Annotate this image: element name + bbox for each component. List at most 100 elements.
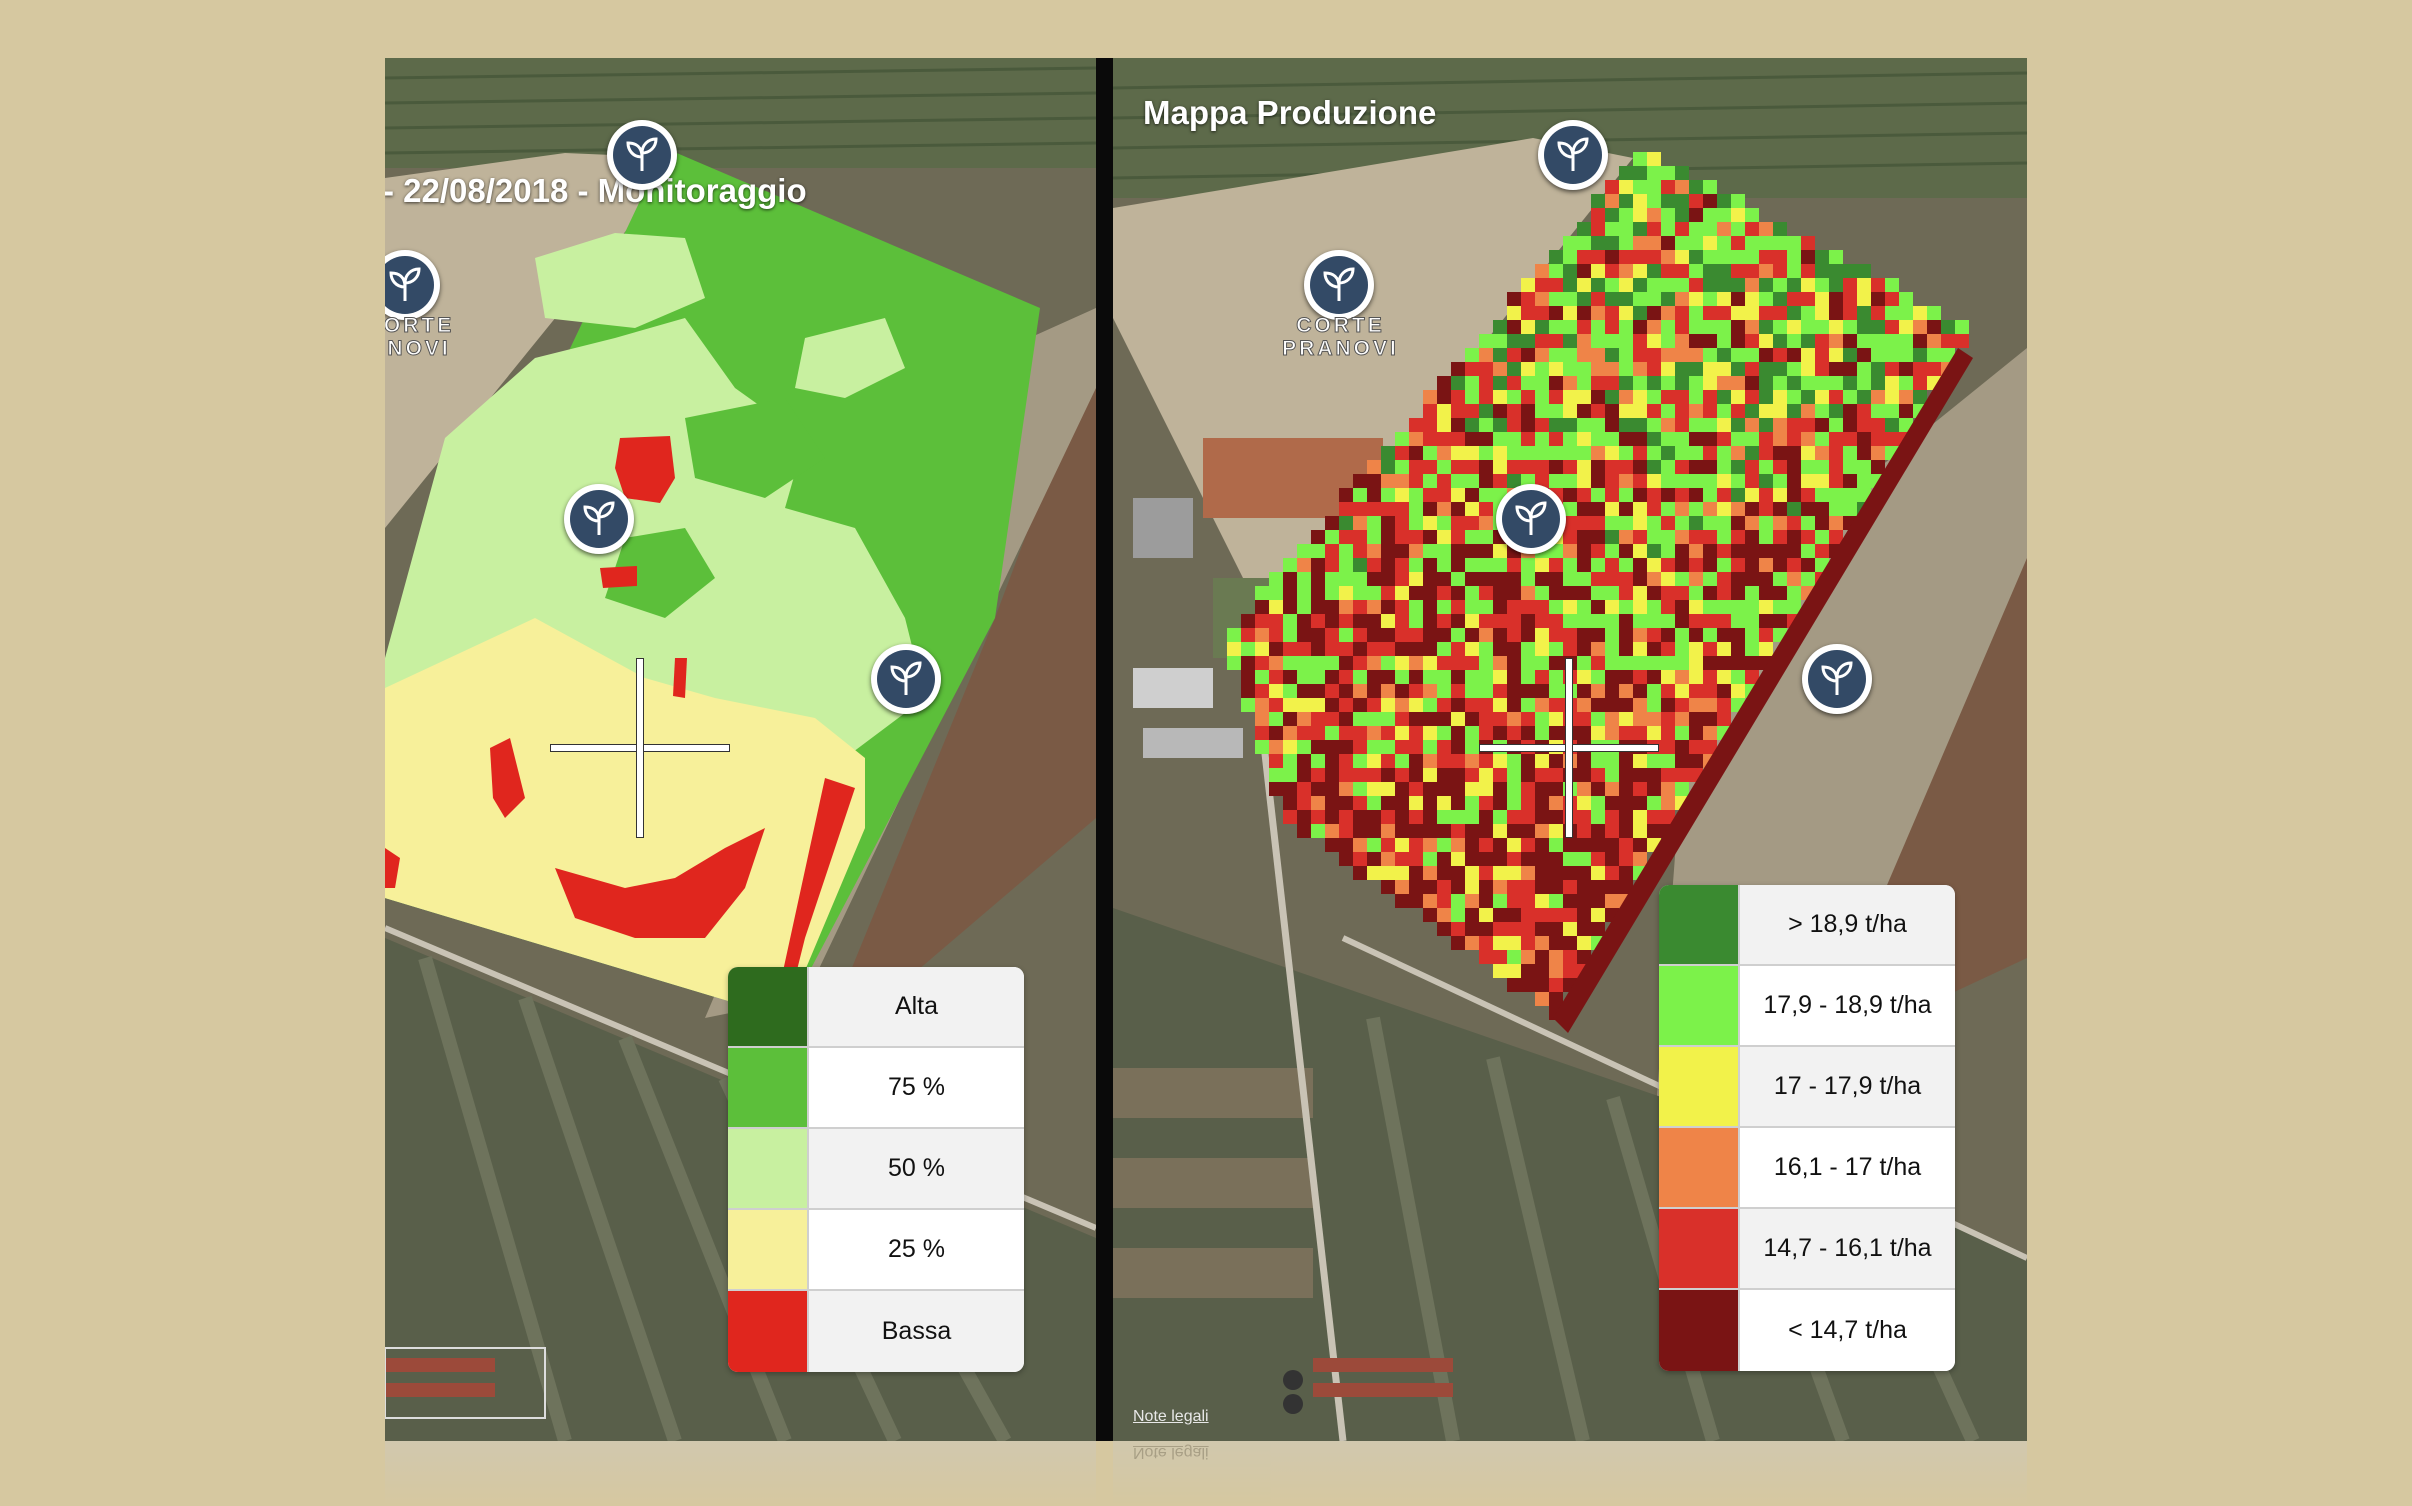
plant-sprout-icon[interactable] [1802,644,1872,714]
yield-cell [1605,684,1619,698]
yield-cell [1311,754,1325,768]
yield-cell [1423,404,1437,418]
plant-sprout-icon[interactable] [1496,484,1566,554]
yield-cell [1605,614,1619,628]
yield-cell [1675,516,1689,530]
yield-cell [1759,264,1773,278]
yield-cell [1773,306,1787,320]
yield-cell [1801,362,1815,376]
yield-cell [1451,418,1465,432]
yield-cell [1563,544,1577,558]
legal-notes-link[interactable]: Note legali [1133,1408,1209,1425]
yield-cell [1381,684,1395,698]
yield-cell [1437,474,1451,488]
yield-cell [1339,754,1353,768]
yield-cell [1633,474,1647,488]
yield-cell [1395,656,1409,670]
yield-cell [1297,726,1311,740]
yield-cell [1661,614,1675,628]
yield-cell [1479,474,1493,488]
yield-cell [1801,474,1815,488]
yield-cell [1717,250,1731,264]
yield-cell [1843,306,1857,320]
yield-cell [1619,684,1633,698]
yield-map[interactable]: Mappa Produzione CORTE PRANOVI > 18,9 t/… [1113,58,2027,1441]
yield-cell [1787,474,1801,488]
yield-cell [1535,670,1549,684]
yield-cell [1675,432,1689,446]
yield-cell [1241,684,1255,698]
yield-cell [1619,236,1633,250]
yield-cell [1661,642,1675,656]
yield-cell [1745,628,1759,642]
yield-cell [1451,460,1465,474]
yield-cell [1857,320,1871,334]
yield-cell [1493,950,1507,964]
yield-cell [1451,502,1465,516]
yield-cell [1661,418,1675,432]
yield-cell [1535,614,1549,628]
yield-cell [1605,292,1619,306]
yield-cell [1703,390,1717,404]
yield-cell [1381,460,1395,474]
plant-sprout-icon[interactable] [607,120,677,190]
yield-cell [1675,306,1689,320]
yield-cell [1801,264,1815,278]
yield-cell [1703,194,1717,208]
yield-cell [1395,712,1409,726]
yield-cell [1647,418,1661,432]
yield-cell [1927,306,1941,320]
yield-cell [1549,558,1563,572]
yield-cell [1661,222,1675,236]
plant-sprout-icon[interactable] [385,250,440,320]
yield-cell [1815,544,1829,558]
yield-cell [1563,362,1577,376]
yield-cell [1507,446,1521,460]
yield-cell [1563,908,1577,922]
yield-cell [1535,446,1549,460]
legend-label: Alta [809,967,1024,1046]
yield-cell [1675,502,1689,516]
yield-cell [1367,530,1381,544]
yield-cell [1689,544,1703,558]
yield-cell [1479,460,1493,474]
yield-cell [1521,572,1535,586]
yield-cell [1507,656,1521,670]
yield-cell [1437,712,1451,726]
yield-cell [1675,614,1689,628]
yield-cell [1479,726,1493,740]
yield-cell [1605,404,1619,418]
yield-cell [1619,446,1633,460]
yield-cell [1745,222,1759,236]
monitoring-map[interactable]: - 22/08/2018 - Monitoraggio CORTE ANOVI … [385,58,1096,1441]
yield-cell [1591,208,1605,222]
yield-cell [1787,460,1801,474]
yield-cell [1535,964,1549,978]
yield-cell [1339,502,1353,516]
plant-sprout-icon[interactable] [1304,250,1374,320]
plant-sprout-icon[interactable] [564,484,634,554]
yield-cell [1661,768,1675,782]
yield-cell [1927,320,1941,334]
yield-cell [1619,474,1633,488]
yield-cell [1829,376,1843,390]
yield-cell [1689,586,1703,600]
yield-cell [1647,306,1661,320]
yield-cell [1311,670,1325,684]
legend-row: < 14,7 t/ha [1659,1290,1955,1371]
plant-sprout-icon[interactable] [1538,120,1608,190]
legend-label: 17,9 - 18,9 t/ha [1740,966,1955,1045]
yield-cell [1297,670,1311,684]
yield-cell [1325,796,1339,810]
yield-cell [1633,460,1647,474]
yield-cell [1591,628,1605,642]
plant-sprout-icon[interactable] [871,644,941,714]
yield-cell [1269,740,1283,754]
yield-cell [1647,278,1661,292]
yield-cell [1325,726,1339,740]
yield-cell [1689,642,1703,656]
yield-cell [1507,628,1521,642]
yield-cell [1493,362,1507,376]
yield-cell [1535,936,1549,950]
yield-cell [1493,796,1507,810]
